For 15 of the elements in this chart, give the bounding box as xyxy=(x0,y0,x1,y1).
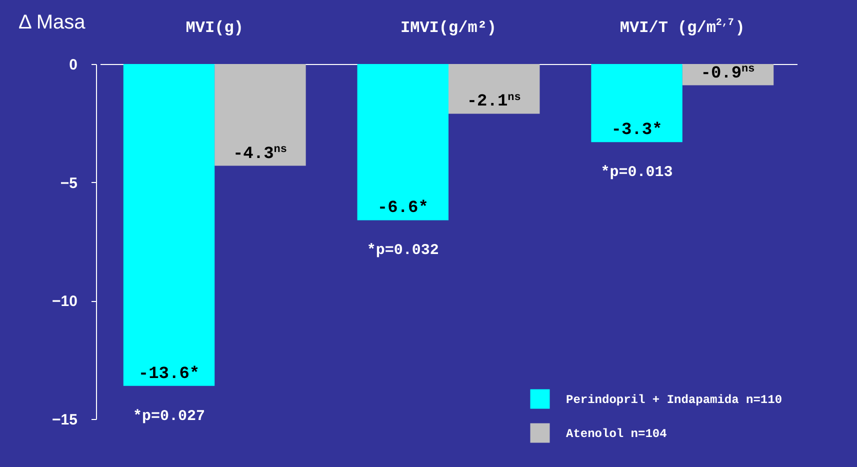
data-label: -3.3* xyxy=(611,121,662,140)
y-tick-label: −15 xyxy=(52,412,78,428)
x-tick-label: IMVI(g/m²) xyxy=(400,19,497,37)
data-label: -6.6* xyxy=(377,199,428,218)
legend-label: Atenolol n=104 xyxy=(566,427,667,441)
data-label: -13.6* xyxy=(138,364,200,384)
y-tick-label: 0 xyxy=(69,56,78,74)
y-tick-label: −10 xyxy=(52,293,78,310)
y-tick-label: −5 xyxy=(60,174,78,192)
annotation: *p=0.013 xyxy=(600,164,673,182)
annotation: *p=0.027 xyxy=(132,408,206,425)
y-axis-title: Δ Masa xyxy=(18,12,86,34)
legend-label: Perindopril + Indapamida n=110 xyxy=(566,393,782,407)
x-tick-label: MVI(g) xyxy=(186,19,244,37)
annotation: *p=0.032 xyxy=(366,242,439,260)
